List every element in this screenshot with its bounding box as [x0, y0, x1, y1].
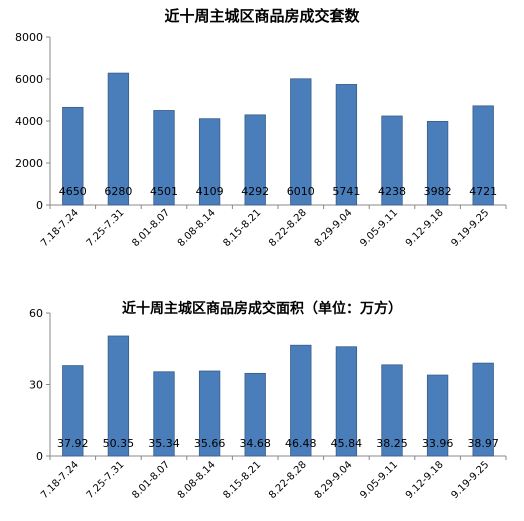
- x-tick-label: 8.01-8.07: [130, 459, 172, 501]
- data-label: 4650: [59, 185, 87, 198]
- bar: [426, 120, 449, 206]
- x-tick-label: 8.29-9.04: [313, 459, 355, 501]
- data-label: 4292: [241, 185, 269, 198]
- chart-title: 近十周主城区商品房成交面积（单位：万方）: [122, 301, 402, 317]
- bar: [472, 105, 494, 206]
- data-label: 38.25: [376, 437, 408, 450]
- data-label: 37.92: [57, 437, 89, 450]
- bar: [426, 374, 449, 457]
- x-tick-label: 7.18-7.24: [39, 459, 81, 501]
- data-label: 4109: [196, 185, 224, 198]
- y-tick-label: 30: [29, 379, 43, 392]
- chart-units-sold-plot: 0 2000 4000 6000 8000 4650 7.18-7.24 6280 7.25-7…: [15, 31, 507, 249]
- bar: [107, 335, 130, 457]
- x-tick-label: 9.12-9.18: [404, 207, 446, 249]
- data-label: 3982: [424, 185, 452, 198]
- bar: [381, 364, 403, 457]
- data-label: 34.68: [239, 437, 271, 450]
- data-label: 46.48: [285, 437, 317, 450]
- chart-title: 近十周主城区商品房成交套数: [164, 7, 360, 25]
- data-label: 38.97: [467, 437, 499, 450]
- data-label: 4721: [469, 185, 497, 198]
- x-tick-label: 9.05-9.11: [358, 207, 400, 249]
- x-tick-label: 8.01-8.07: [130, 207, 172, 249]
- chart-area-sold-plot: 0 30 60 37.92 7.18-7.24 50.35 7.25-7.31 35.34 8.…: [29, 307, 507, 501]
- y-tick-label: 60: [29, 307, 43, 320]
- x-tick-label: 9.19-9.25: [450, 207, 492, 249]
- bar: [153, 371, 175, 457]
- bar: [62, 106, 84, 206]
- data-label: 35.34: [148, 437, 180, 450]
- bar: [335, 346, 358, 457]
- x-tick-label: 8.08-8.14: [176, 459, 218, 501]
- bar: [381, 115, 403, 206]
- data-label: 50.35: [103, 437, 135, 450]
- x-tick-label: 9.12-9.18: [404, 459, 446, 501]
- bar: [198, 118, 221, 206]
- x-tick-label: 8.22-8.28: [267, 207, 309, 249]
- data-label: 4501: [150, 185, 178, 198]
- data-label: 6010: [287, 185, 315, 198]
- y-tick-label: 6000: [15, 73, 43, 86]
- chart-area-sold: 近十周主城区商品房成交面积（单位：万方） 0 30 60 37.92 7.18-7.24…: [0, 270, 524, 517]
- data-label: 45.84: [331, 437, 363, 450]
- y-tick-label: 2000: [15, 157, 43, 170]
- bar: [107, 72, 130, 206]
- chart-units-sold: 近十周主城区商品房成交套数 0 2000 4000 6000 8000 4650 7.18-…: [15, 7, 507, 249]
- bar: [62, 365, 84, 457]
- data-label: 35.66: [194, 437, 226, 450]
- x-tick-label: 9.05-9.11: [358, 459, 400, 501]
- x-tick-label: 7.18-7.24: [39, 207, 81, 249]
- x-tick-label: 8.22-8.28: [267, 459, 309, 501]
- bar: [335, 84, 358, 206]
- data-label: 6280: [104, 185, 132, 198]
- x-tick-label: 7.25-7.31: [85, 207, 127, 249]
- bar: [153, 110, 175, 206]
- y-tick-label: 8000: [15, 31, 43, 44]
- data-label: 5741: [332, 185, 360, 198]
- y-tick-label: 0: [36, 199, 43, 212]
- x-tick-label: 8.15-8.21: [222, 207, 264, 249]
- y-tick-label: 0: [36, 450, 43, 463]
- data-label: 4238: [378, 185, 406, 198]
- data-label: 33.96: [422, 437, 454, 450]
- bar: [198, 370, 221, 457]
- x-tick-label: 8.29-9.04: [313, 207, 355, 249]
- x-tick-label: 8.08-8.14: [176, 207, 218, 249]
- bar: [290, 344, 312, 457]
- bar: [472, 362, 494, 457]
- bar: [244, 114, 266, 206]
- y-tick-label: 4000: [15, 115, 43, 128]
- x-tick-label: 7.25-7.31: [85, 459, 127, 501]
- bar: [290, 78, 312, 206]
- x-tick-label: 8.15-8.21: [222, 459, 264, 501]
- x-tick-label: 9.19-9.25: [450, 459, 492, 501]
- bar: [244, 372, 266, 457]
